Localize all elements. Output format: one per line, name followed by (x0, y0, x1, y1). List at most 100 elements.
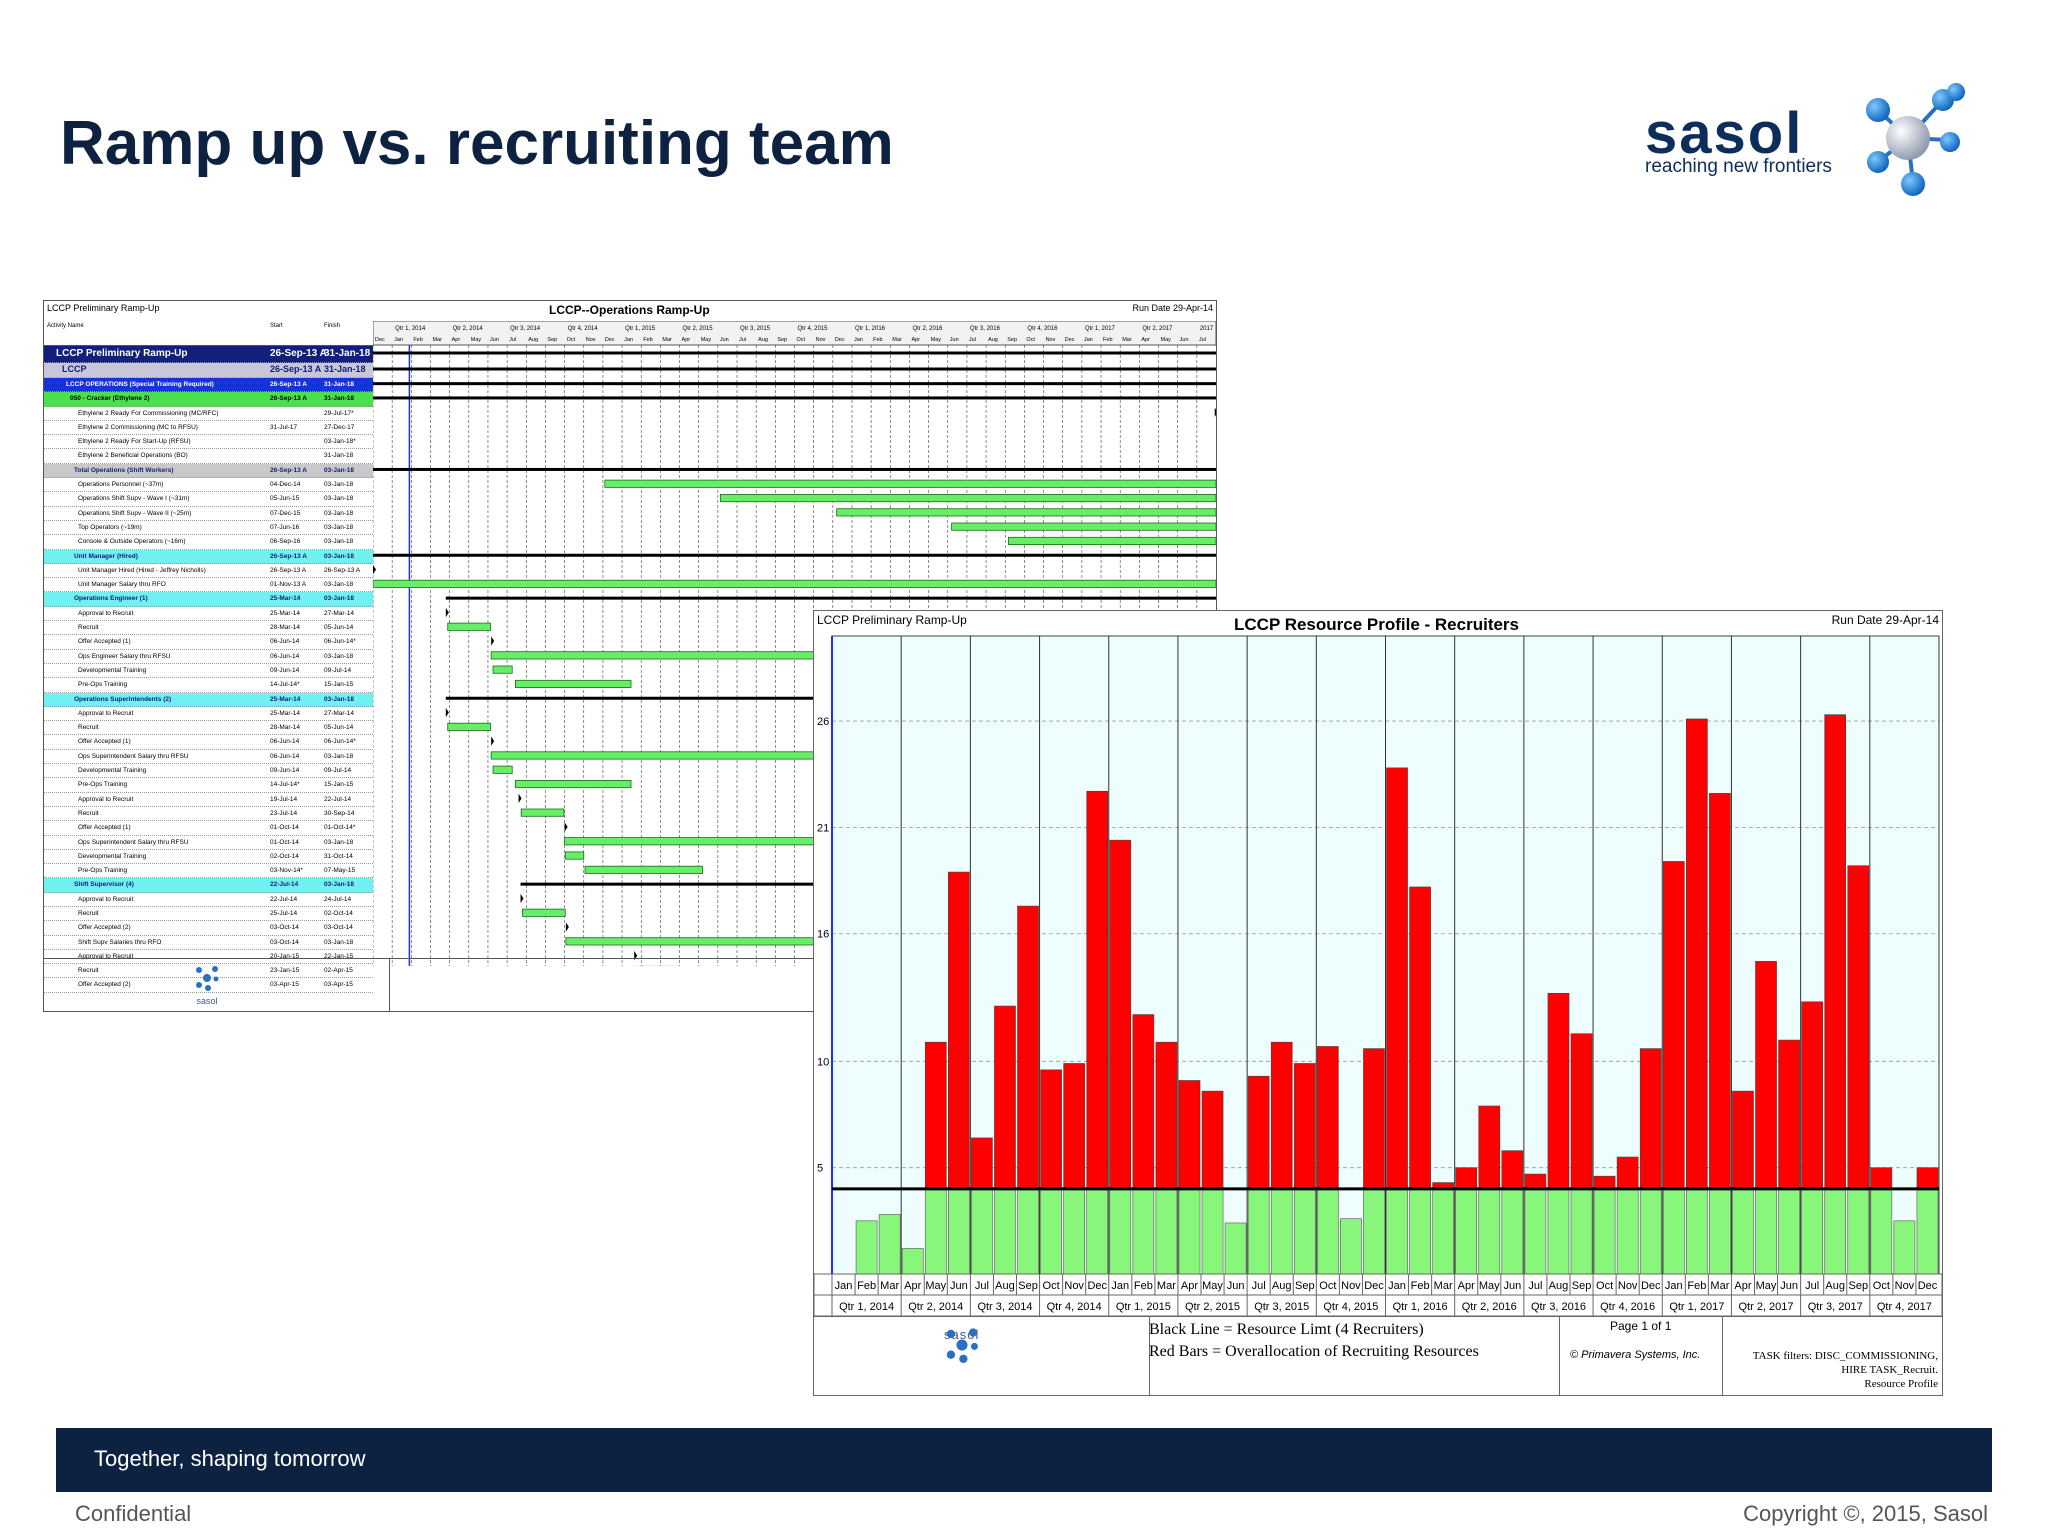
quarter-label: Qtr 4, 2014 (1047, 1301, 1102, 1313)
slide-title: Ramp up vs. recruiting team (60, 109, 894, 178)
gantt-start: 01-Nov-13 A (270, 581, 307, 589)
gantt-row: Shift Supv Salaries thru RFO 03-Oct-14 03-… (44, 936, 373, 950)
gantt-month-label: Sep (777, 337, 787, 343)
molecule-icon (196, 966, 219, 991)
gantt-row: Operations Shift Supv - Wave I (~31m) 05-… (44, 492, 373, 507)
gantt-row: Recruit 25-Jul-14 02-Oct-14 (44, 907, 373, 922)
bar-overallocation (1847, 865, 1870, 1190)
copyright-label: Copyright ©, 2015, Sasol (1743, 1501, 1988, 1526)
x-tick-label: Mar (1710, 1280, 1729, 1292)
bar-within-limit (994, 1188, 1016, 1275)
gantt-row: Operations Superintendents (2) 25-Mar-14 0… (44, 692, 373, 707)
gantt-summary-bar (445, 596, 1216, 600)
gantt-activity-name: Approval to Recruit (78, 952, 134, 960)
gantt-activity-name: Shift Supv Salaries thru RFO (78, 938, 162, 946)
gantt-quarter-label: Qtr 3, 2016 (970, 326, 1001, 332)
gantt-activity-bar (836, 508, 1216, 517)
x-tick-label: Mar (880, 1280, 899, 1292)
gantt-start: 25-Mar-14 (270, 695, 301, 703)
gantt-row: Ops Superintendent Salary thru RFSU 06-Ju… (44, 750, 373, 765)
x-tick-label: Nov (1895, 1280, 1915, 1292)
gantt-row: Total Operations (Shift Workers) 26-Sep-1… (44, 463, 373, 479)
gantt-row: Developmental Training 02-Oct-14 31-Oct-14 (44, 850, 373, 865)
gantt-start: 07-Dec-15 (270, 509, 301, 517)
bar-within-limit (1063, 1188, 1085, 1275)
quarter-label: Qtr 2, 2014 (908, 1301, 963, 1313)
gantt-month-label: Nov (816, 337, 826, 343)
gantt-start: 06-Jun-14 (270, 652, 300, 660)
gantt-activity-name: Ethylene 2 Ready For Commissioning (MC/R… (78, 409, 219, 417)
gantt-footer: sasol (44, 958, 1216, 1011)
gantt-footer-logo-word: sasol (196, 996, 218, 1006)
x-tick-label: Aug (1825, 1280, 1845, 1292)
gantt-month-label: Aug (528, 337, 538, 343)
x-tick-label: Oct (1043, 1280, 1060, 1292)
bar-overallocation (1363, 1048, 1385, 1190)
footer-slogan: Together, shaping tomorrow (94, 1446, 366, 1471)
gantt-finish: 31-Jan-18 (324, 395, 354, 403)
task-filters-line-2: HIRE TASK_Recruit. (1841, 1364, 1938, 1376)
bar-within-limit (878, 1214, 901, 1275)
gantt-activity-name: LCCP OPERATIONS (Special Training Requir… (66, 381, 214, 388)
rp-footer-logo: sasol (944, 1327, 979, 1363)
gantt-activity-name: Offer Accepted (1) (78, 738, 131, 746)
gantt-activity-name: Unit Manager Salary thru RFO (78, 581, 166, 589)
gantt-activity-name: Ops Engineer Salary thru RFSU (78, 652, 171, 660)
gantt-finish: 02-Apr-15 (324, 967, 353, 975)
logo-wordmark: sasol (1645, 101, 1804, 166)
gantt-month-label: Dec (605, 337, 615, 343)
gantt-month-label: Feb (643, 337, 652, 343)
gantt-month-label: Jun (490, 337, 499, 343)
x-tick-label: May (1202, 1280, 1223, 1292)
gantt-milestone (565, 922, 569, 932)
gantt-title: LCCP--Operations Ramp-Up (549, 303, 710, 317)
gantt-activity-name: Recruit (78, 624, 99, 632)
gantt-activity-name: Offer Accepted (1) (78, 638, 131, 646)
gantt-finish: 03-Jan-18 (324, 466, 354, 474)
gantt-summary-bar (373, 351, 1216, 355)
bar-overallocation (1293, 1063, 1316, 1190)
gantt-activity-name: Total Operations (Shift Workers) (74, 466, 174, 474)
bar-overallocation (1616, 1156, 1639, 1190)
gantt-activity-table: Activity Name Start Finish LCCP Prelimin… (44, 321, 373, 993)
bar-within-limit (1616, 1188, 1639, 1275)
x-tick-label: Feb (1411, 1280, 1430, 1292)
gantt-footer-logo: sasol (194, 965, 220, 1006)
gantt-finish: 09-Jul-14 (324, 666, 352, 674)
rp-footer: sasol Black Line = Resource Limt (4 Recr… (814, 1316, 1942, 1395)
gantt-start: 26-Sep-13 A (270, 552, 307, 560)
gantt-activity-name: Developmental Training (78, 666, 147, 674)
x-tick-label: Apr (1181, 1280, 1198, 1292)
gantt-month-label: Jan (394, 337, 403, 343)
gantt-activity-name: Top Operators (~19m) (78, 523, 142, 531)
bar-overallocation (1732, 1090, 1754, 1190)
gantt-activity-name: Operations Shift Supv - Wave II (~25m) (78, 509, 192, 517)
bar-overallocation (1570, 1033, 1593, 1190)
gantt-month-label: Jan (624, 337, 633, 343)
gantt-activity-bar (720, 493, 1216, 503)
gantt-quarter-label: Qtr 3, 2015 (740, 326, 771, 332)
quarter-axis-row (814, 1294, 1942, 1316)
quarter-label: Qtr 1, 2016 (1393, 1301, 1448, 1313)
x-tick-label: Jul (1805, 1280, 1819, 1292)
bar-within-limit (1455, 1188, 1478, 1275)
y-tick-label: 5 (817, 1163, 823, 1175)
gantt-run-date: Run Date 29-Apr-14 (1132, 303, 1213, 313)
gantt-start: 26-Sep-13 A (270, 381, 307, 388)
gantt-month-label: Feb (1103, 337, 1112, 343)
gantt-finish: 01-Oct-14* (324, 824, 356, 832)
gantt-month-label: Nov (1046, 337, 1056, 343)
bar-overallocation (1178, 1080, 1201, 1190)
gantt-row: Ethylene 2 Ready For Start-Up (RFSU) 03-J… (44, 435, 373, 450)
gantt-row: Developmental Training 09-Jun-14 09-Jul-14 (44, 664, 373, 679)
gantt-milestone (491, 636, 495, 646)
x-tick-label: Apr (904, 1280, 921, 1292)
logo-tagline: reaching new frontiers (1645, 156, 1832, 177)
gantt-start: 23-Jul-14 (270, 809, 298, 817)
primavera-credit: © Primavera Systems, Inc. (1570, 1349, 1701, 1361)
gantt-finish: 03-Jan-18* (324, 438, 356, 446)
gantt-row: Offer Accepted (2) 03-Oct-14 03-Oct-14 (44, 921, 373, 936)
bar-overallocation (1317, 1046, 1339, 1190)
bar-within-limit (1293, 1188, 1316, 1275)
